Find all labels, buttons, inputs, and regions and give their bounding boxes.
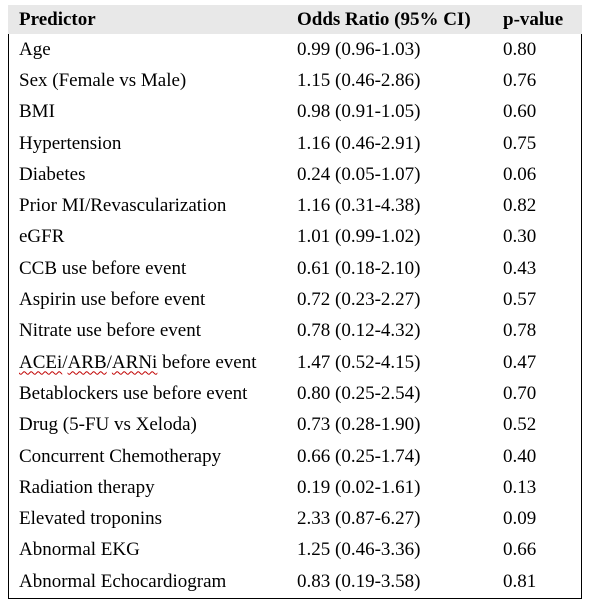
predictor-cell: CCB use before event <box>19 257 187 279</box>
table-row: Aspirin use before event 0.72 (0.23-2.27)… <box>8 284 582 315</box>
predictor-cell: Radiation therapy <box>19 476 155 498</box>
p-value-cell: 0.06 <box>503 163 537 185</box>
predictor-cell: Abnormal EKG <box>19 539 140 561</box>
p-value-cell: 0.57 <box>503 289 537 311</box>
table-row: Nitrate use before event 0.78 (0.12-4.32)… <box>8 316 582 347</box>
predictor-cell: Drug (5-FU vs Xeloda) <box>19 414 197 436</box>
table-row: BMI 0.98 (0.91-1.05) 0.60 <box>8 97 582 128</box>
predictor-cell: Abnormal Echocardiogram <box>19 570 227 592</box>
predictor-cell: Diabetes <box>19 163 86 185</box>
header-p-value: p-value <box>503 8 564 30</box>
predictor-cell: BMI <box>19 101 55 123</box>
predictor-text-segment: / <box>62 351 68 373</box>
p-value-cell: 0.52 <box>503 414 537 436</box>
predictor-cell: Nitrate use before event <box>19 320 201 342</box>
p-value-cell: 0.81 <box>503 570 537 592</box>
p-value-cell: 0.82 <box>503 195 537 217</box>
header-odds-ratio: Odds Ratio (95% CI) <box>297 8 471 30</box>
table-row: Radiation therapy 0.19 (0.02-1.61) 0.13 <box>8 472 582 503</box>
table-row: Abnormal Echocardiogram 0.83 (0.19-3.58) 0… <box>8 566 582 597</box>
table-row: Age 0.99 (0.96-1.03) 0.80 <box>8 34 582 65</box>
odds-ratio-cell: 0.99 (0.96-1.03) <box>297 38 421 60</box>
p-value-cell: 0.75 <box>503 132 537 154</box>
odds-ratio-cell: 1.01 (0.99-1.02) <box>297 226 421 248</box>
p-value-cell: 0.78 <box>503 320 537 342</box>
predictor-cell: eGFR <box>19 226 65 248</box>
p-value-cell: 0.80 <box>503 38 537 60</box>
p-value-cell: 0.09 <box>503 508 537 530</box>
table-row: ACEi/ARB/ARNi before event 1.47 (0.52-4.1… <box>8 347 582 378</box>
p-value-cell: 0.30 <box>503 226 537 248</box>
predictor-cell: ACEi/ARB/ARNi before event <box>8 347 286 378</box>
p-value-cell: 0.76 <box>503 69 537 91</box>
odds-ratio-cell: 1.16 (0.31-4.38) <box>297 195 421 217</box>
p-value-cell: 0.60 <box>503 101 537 123</box>
table-row: Elevated troponins 2.33 (0.87-6.27) 0.09 <box>8 503 582 534</box>
table-row: Prior MI/Revascularization 1.16 (0.31-4.3… <box>8 190 582 221</box>
predictor-text-segment: before event <box>157 351 257 373</box>
predictor-text-segment: ARB <box>67 351 107 373</box>
predictor-cell: Betablockers use before event <box>19 382 248 404</box>
table-body: Age 0.99 (0.96-1.03) 0.80 Sex (Female vs Ma… <box>8 34 582 597</box>
table-border <box>8 5 582 599</box>
predictor-text-segment: / <box>106 351 112 373</box>
predictor-text-segment: ACEi <box>19 351 63 373</box>
odds-ratio-cell: 0.98 (0.91-1.05) <box>297 101 421 123</box>
odds-ratio-cell: 0.19 (0.02-1.61) <box>297 476 421 498</box>
table-header-row: Predictor Odds Ratio (95% CI) p-value <box>8 5 582 34</box>
header-predictor: Predictor <box>19 8 96 30</box>
table-row: Concurrent Chemotherapy 0.66 (0.25-1.74) 0… <box>8 441 582 472</box>
predictor-cell: Aspirin use before event <box>19 289 206 311</box>
table-row: Abnormal EKG 1.25 (0.46-3.36) 0.66 <box>8 535 582 566</box>
table-row: Diabetes 0.24 (0.05-1.07) 0.06 <box>8 159 582 190</box>
odds-ratio-cell: 0.73 (0.28-1.90) <box>297 414 421 436</box>
p-value-cell: 0.66 <box>503 539 537 561</box>
p-value-cell: 0.43 <box>503 257 537 279</box>
predictor-cell: Age <box>19 38 51 60</box>
odds-ratio-cell: 0.78 (0.12-4.32) <box>297 320 421 342</box>
table-row: Drug (5-FU vs Xeloda) 0.73 (0.28-1.90) 0.5… <box>8 410 582 441</box>
odds-ratio-table: Predictor Odds Ratio (95% CI) p-value Ag… <box>8 5 582 597</box>
odds-ratio-cell: 0.83 (0.19-3.58) <box>297 570 421 592</box>
table-row: Betablockers use before event 0.80 (0.25-… <box>8 378 582 409</box>
odds-ratio-cell: 0.24 (0.05-1.07) <box>297 163 421 185</box>
odds-ratio-cell: 1.16 (0.46-2.91) <box>297 132 421 154</box>
odds-ratio-cell: 1.15 (0.46-2.86) <box>297 69 421 91</box>
predictor-cell: Prior MI/Revascularization <box>19 195 227 217</box>
p-value-cell: 0.40 <box>503 445 537 467</box>
odds-ratio-cell: 1.47 (0.52-4.15) <box>297 351 421 373</box>
p-value-cell: 0.47 <box>503 351 537 373</box>
table-row: Hypertension 1.16 (0.46-2.91) 0.75 <box>8 128 582 159</box>
odds-ratio-cell: 0.61 (0.18-2.10) <box>297 257 421 279</box>
predictor-cell: Concurrent Chemotherapy <box>19 445 222 467</box>
predictor-text-segment: ARNi <box>111 351 158 373</box>
odds-ratio-cell: 2.33 (0.87-6.27) <box>297 508 421 530</box>
predictor-cell: Sex (Female vs Male) <box>19 69 187 91</box>
predictor-cell: Hypertension <box>19 132 122 154</box>
p-value-cell: 0.13 <box>503 476 537 498</box>
p-value-cell: 0.70 <box>503 382 537 404</box>
odds-ratio-cell: 0.72 (0.23-2.27) <box>297 289 421 311</box>
table-row: eGFR 1.01 (0.99-1.02) 0.30 <box>8 222 582 253</box>
odds-ratio-cell: 1.25 (0.46-3.36) <box>297 539 421 561</box>
table-row: CCB use before event 0.61 (0.18-2.10) 0.43 <box>8 253 582 284</box>
odds-ratio-cell: 0.66 (0.25-1.74) <box>297 445 421 467</box>
odds-ratio-cell: 0.80 (0.25-2.54) <box>297 382 421 404</box>
table-row: Sex (Female vs Male) 1.15 (0.46-2.86) 0.76 <box>8 65 582 96</box>
predictor-cell: Elevated troponins <box>19 508 162 530</box>
